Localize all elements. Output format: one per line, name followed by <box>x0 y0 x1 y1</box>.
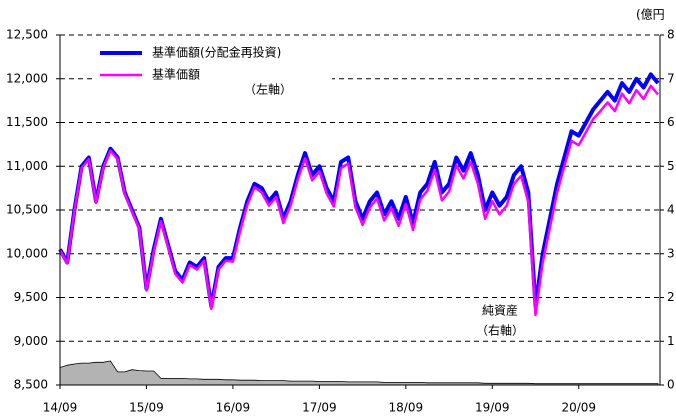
marks-layer <box>58 72 660 386</box>
y-tick-label: 10,000 <box>6 246 48 260</box>
y-tick-label: 10,500 <box>6 203 48 217</box>
area <box>59 360 659 386</box>
legend-box <box>92 40 332 90</box>
y2-tick-label: 3 <box>667 246 675 260</box>
x-tick-label: 17/09 <box>302 401 337 415</box>
y-tick-label: 9,000 <box>14 334 48 348</box>
x-tick-label: 14/09 <box>43 401 78 415</box>
x-tick-label: 15/09 <box>129 401 164 415</box>
legend-label: 基準価額(分配金再投資) <box>152 45 281 60</box>
y-tick-label: 8,500 <box>14 378 48 392</box>
y-tick-label: 9,500 <box>14 290 48 304</box>
y2-unit: (億円 <box>636 8 665 22</box>
y2-tick-label: 5 <box>667 159 675 173</box>
y-tick-label: 12,000 <box>6 71 48 85</box>
y2-tick-label: 6 <box>667 115 675 129</box>
x-tick-label: 16/09 <box>216 401 251 415</box>
y-tick-label: 12,500 <box>6 28 48 42</box>
net-assets-note: （右軸） <box>476 323 524 338</box>
y2-tick-label: 2 <box>667 290 675 304</box>
y-tick-label: 11,000 <box>6 159 48 173</box>
legend-label: 基準価額 <box>152 67 200 82</box>
y2-tick-label: 8 <box>667 28 675 42</box>
left-axis-note: （左軸） <box>244 82 292 97</box>
x-tick-label: 18/09 <box>389 401 424 415</box>
x-tick-label: 20/09 <box>561 401 596 415</box>
y-tick-label: 11,500 <box>6 115 48 129</box>
y2-tick-label: 4 <box>667 203 675 217</box>
y2-tick-label: 0 <box>667 378 675 392</box>
line <box>58 84 659 317</box>
y2-tick-label: 1 <box>667 334 675 348</box>
x-tick-label: 19/09 <box>475 401 510 415</box>
net-assets-note: 純資産 <box>482 303 518 318</box>
front-layer: （左軸） 純資産 （右軸） (億円 8,500 9,000 9,500 10,000 1… <box>6 8 675 415</box>
y2-tick-label: 7 <box>667 71 675 85</box>
